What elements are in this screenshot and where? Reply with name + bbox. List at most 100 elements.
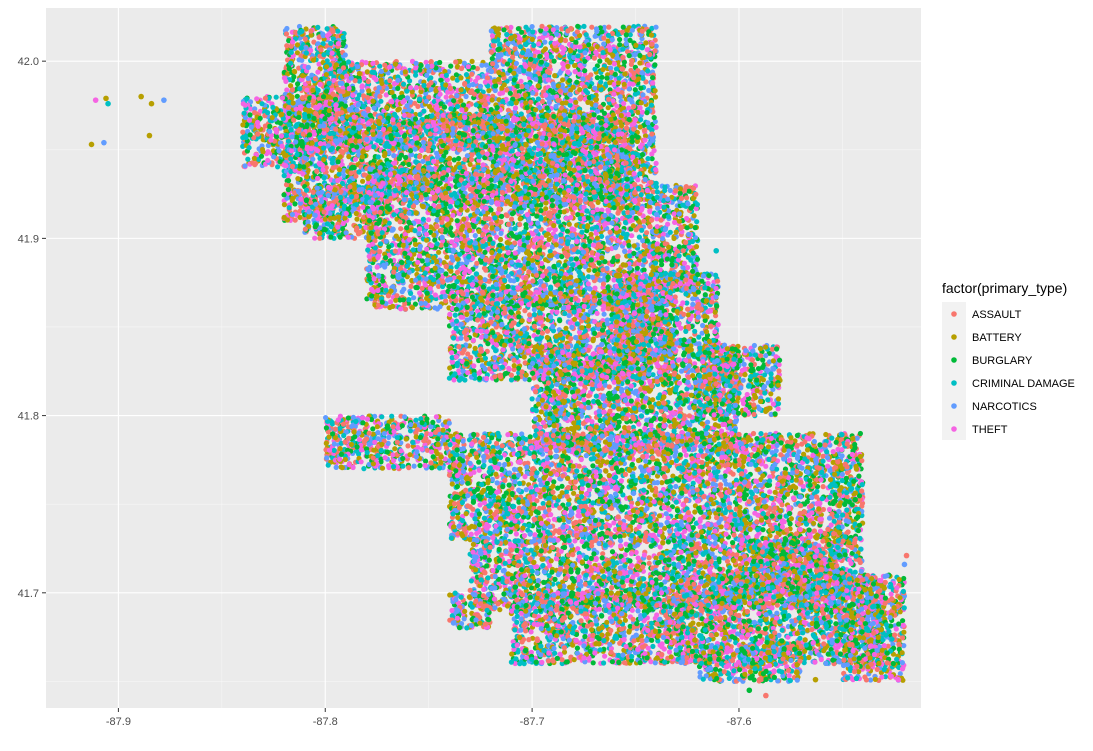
data-point xyxy=(346,59,351,64)
data-point xyxy=(558,38,563,43)
data-point xyxy=(642,138,647,143)
data-point xyxy=(370,61,375,66)
data-point xyxy=(575,29,580,34)
data-point xyxy=(552,73,557,78)
data-point xyxy=(592,67,597,72)
data-point xyxy=(578,44,583,49)
data-point xyxy=(543,93,548,98)
data-point xyxy=(282,173,287,178)
data-point xyxy=(403,69,408,74)
data-point xyxy=(653,88,658,93)
data-point xyxy=(489,107,494,112)
data-point xyxy=(329,147,334,152)
data-point xyxy=(379,69,384,74)
data-point xyxy=(490,97,495,102)
data-point xyxy=(336,159,341,164)
data-point xyxy=(475,75,480,80)
data-point xyxy=(643,40,648,45)
data-point xyxy=(598,105,603,110)
data-point xyxy=(606,97,611,102)
data-point xyxy=(329,116,334,121)
data-point xyxy=(373,77,378,82)
data-point xyxy=(614,66,619,71)
data-point xyxy=(530,29,535,34)
data-point xyxy=(521,122,526,127)
data-point xyxy=(617,37,622,42)
data-point xyxy=(595,44,600,49)
data-point xyxy=(638,105,643,110)
data-point xyxy=(448,64,453,69)
data-point xyxy=(429,113,434,118)
data-point xyxy=(505,61,510,66)
data-point xyxy=(444,73,449,78)
data-point xyxy=(542,31,547,36)
data-point xyxy=(533,77,538,82)
data-point xyxy=(438,92,443,97)
data-point xyxy=(652,115,657,120)
data-point xyxy=(311,58,316,63)
data-point xyxy=(582,59,587,64)
data-point xyxy=(631,104,636,109)
data-point xyxy=(536,96,541,101)
data-point xyxy=(370,70,375,75)
data-point xyxy=(548,88,553,93)
data-point xyxy=(607,80,612,85)
data-point xyxy=(530,90,535,95)
data-point xyxy=(315,25,320,30)
data-point xyxy=(349,75,354,80)
data-point xyxy=(318,82,323,87)
data-point xyxy=(338,149,343,154)
data-point xyxy=(568,26,573,31)
data-point xyxy=(336,41,341,46)
data-point xyxy=(304,88,309,93)
data-point xyxy=(461,102,466,107)
data-point xyxy=(611,112,616,117)
data-point xyxy=(629,58,634,63)
data-point xyxy=(622,82,627,87)
data-point xyxy=(633,117,638,122)
data-point xyxy=(577,63,582,68)
data-point xyxy=(639,100,644,105)
data-point xyxy=(497,41,502,46)
data-point xyxy=(524,84,529,89)
data-point xyxy=(401,82,406,87)
data-point xyxy=(568,88,573,93)
data-point xyxy=(297,57,302,62)
data-point xyxy=(419,148,424,153)
data-point xyxy=(606,105,611,110)
data-point xyxy=(537,54,542,59)
data-point xyxy=(645,68,650,73)
data-point xyxy=(501,27,506,32)
data-point xyxy=(620,55,625,60)
data-point xyxy=(297,30,302,35)
data-point xyxy=(650,75,655,80)
data-point xyxy=(581,24,586,29)
data-point xyxy=(575,24,580,29)
data-point xyxy=(617,42,622,47)
data-point xyxy=(565,70,570,75)
data-point xyxy=(288,61,293,66)
data-point xyxy=(536,41,541,46)
data-point xyxy=(565,64,570,69)
data-point xyxy=(636,76,641,81)
data-point xyxy=(452,157,457,162)
data-point xyxy=(640,92,645,97)
data-point xyxy=(462,61,467,66)
data-point xyxy=(520,84,525,89)
data-point xyxy=(429,59,434,64)
data-point xyxy=(478,84,483,89)
data-point xyxy=(344,121,349,126)
data-point xyxy=(580,76,585,81)
data-point xyxy=(472,113,477,118)
data-point xyxy=(470,59,475,64)
data-point xyxy=(650,80,655,85)
data-point xyxy=(561,66,566,71)
data-point xyxy=(628,68,633,73)
data-point xyxy=(554,32,559,37)
data-point xyxy=(536,83,541,88)
data-point xyxy=(606,33,611,38)
data-point xyxy=(523,42,528,47)
data-point xyxy=(527,72,532,77)
data-point xyxy=(448,102,453,107)
data-point xyxy=(428,80,433,85)
